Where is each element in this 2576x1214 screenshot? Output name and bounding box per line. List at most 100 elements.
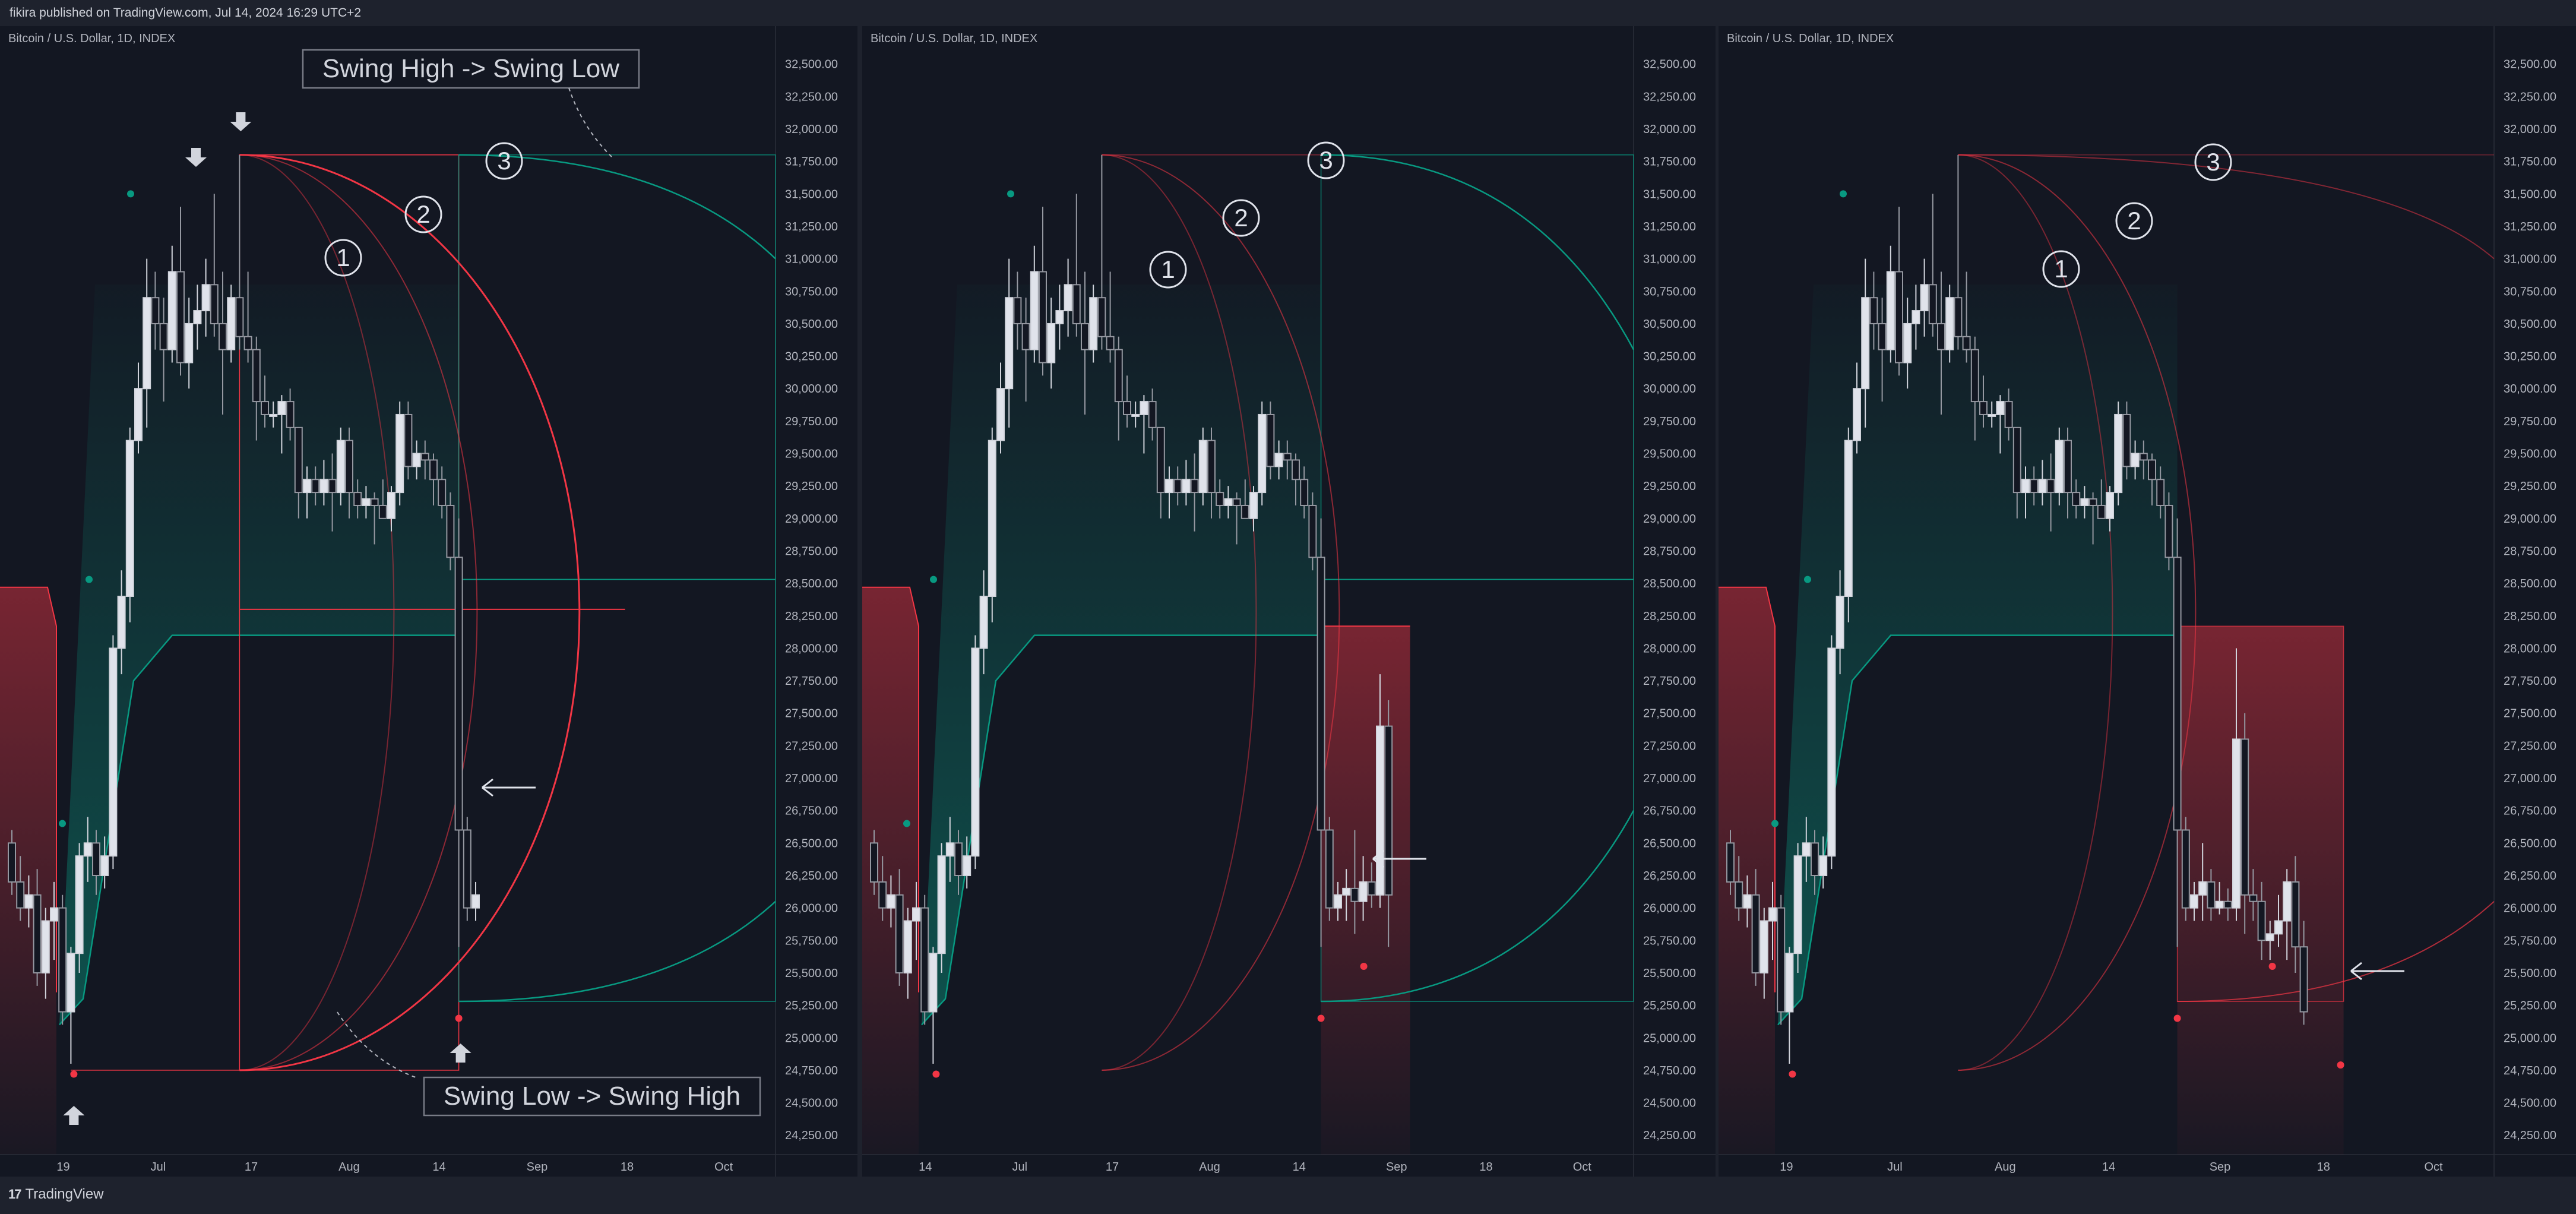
candle-body xyxy=(1819,855,1828,877)
fib-arc-bear xyxy=(1102,154,1257,1071)
pivot-dot xyxy=(1771,820,1778,827)
fib-arc-bull xyxy=(458,900,776,1003)
candle-body xyxy=(2257,900,2266,941)
candle-body xyxy=(1768,907,1777,922)
price-tick-label: 29,000.00 xyxy=(785,513,838,526)
time-tick-label: Sep xyxy=(527,1161,548,1174)
level-circle-label: 1 xyxy=(336,244,350,271)
price-tick-label: 24,750.00 xyxy=(2504,1064,2556,1077)
price-tick-label: 31,250.00 xyxy=(785,220,838,233)
price-tick-label: 26,250.00 xyxy=(2504,870,2556,883)
price-tick-label: 27,750.00 xyxy=(2504,675,2556,688)
bear-zone-line xyxy=(1719,586,1776,992)
candle-body xyxy=(319,479,328,494)
candle-body xyxy=(1793,855,1802,954)
header-bar: fikira published on TradingView.com, Jul… xyxy=(0,0,2576,26)
candle-body xyxy=(446,504,455,558)
candle-body xyxy=(895,894,904,973)
level-circle-icon xyxy=(1149,251,1187,289)
candle-body xyxy=(2156,479,2165,506)
swing-high-dot xyxy=(1007,190,1014,198)
footer-bar: 17 TradingView xyxy=(0,1177,2576,1214)
published-text: fikira published on TradingView.com, Jul… xyxy=(10,6,362,20)
candle-body xyxy=(395,413,404,494)
time-tick-label: Aug xyxy=(338,1161,360,1174)
price-tick-label: 30,250.00 xyxy=(785,350,838,363)
annotation-text: Swing Low -> Swing High xyxy=(444,1082,740,1111)
candle-body xyxy=(404,413,413,467)
candle-body xyxy=(1912,310,1920,324)
time-tick-label: Jul xyxy=(151,1161,166,1174)
candle-body xyxy=(303,479,311,494)
candle-body xyxy=(1274,453,1283,467)
candle-body xyxy=(2190,894,2198,909)
candle-body xyxy=(252,349,261,403)
candle-body xyxy=(1081,323,1089,350)
pivot-dot xyxy=(86,576,93,583)
price-tick-label: 25,750.00 xyxy=(1643,934,1696,947)
candle-body xyxy=(1021,323,1030,350)
swing-low-dot xyxy=(1789,1070,1796,1078)
candle-body xyxy=(210,284,219,324)
price-tick-label: 24,500.00 xyxy=(1643,1097,1696,1110)
candle-body xyxy=(1114,349,1123,403)
candle-body xyxy=(1350,887,1359,902)
price-tick-label: 25,250.00 xyxy=(1643,1000,1696,1013)
price-tick-label: 28,750.00 xyxy=(1643,545,1696,558)
chart-svg-3[interactable]: 32,500.00 32,250.00 32,000.00 31,750.00 31,5… xyxy=(1719,26,2576,1177)
chart-panel-3[interactable]: 32,500.00 32,250.00 32,000.00 31,750.00 31,5… xyxy=(1719,26,2576,1177)
candle-body xyxy=(362,498,371,506)
candle-body xyxy=(227,297,236,350)
annotation-text: Swing High -> Swing Low xyxy=(322,54,619,83)
level-circle-label: 3 xyxy=(1319,146,1333,174)
candle-body xyxy=(2122,413,2131,467)
candle-body xyxy=(1743,894,1752,909)
price-tick-label: 31,500.00 xyxy=(785,188,838,201)
price-tick-label: 26,750.00 xyxy=(785,805,838,818)
candle-body xyxy=(1055,310,1064,324)
candle-body xyxy=(1777,907,1786,1013)
candle-body xyxy=(887,894,895,909)
candle-body xyxy=(920,907,929,1013)
bull-zone-fill xyxy=(1778,284,2178,1025)
time-tick-label: Sep xyxy=(2210,1161,2231,1174)
time-tick-label: 18 xyxy=(2317,1161,2330,1174)
pivot-dot xyxy=(1804,576,1811,583)
fib-arc-bull xyxy=(458,154,776,260)
tradingview-brand[interactable]: 17 TradingView xyxy=(8,1186,104,1203)
up-arrow-icon xyxy=(450,1044,471,1063)
bull-trailing-line xyxy=(1777,634,2178,1026)
candle-body xyxy=(1190,479,1199,494)
chart-svg-1[interactable]: 32,500.00 32,250.00 32,000.00 31,750.00 31,5… xyxy=(0,26,857,1177)
price-tick-label: 25,250.00 xyxy=(2504,1000,2556,1013)
swing-low-dot xyxy=(2268,963,2276,970)
candle-body xyxy=(1970,349,1979,403)
price-tick-label: 27,250.00 xyxy=(1643,739,1696,753)
candle-body xyxy=(1342,887,1351,896)
candle-body xyxy=(1384,725,1393,896)
chart-panel-1[interactable]: 32,500.00 32,250.00 32,000.00 31,750.00 31,5… xyxy=(0,26,857,1177)
level-circle-icon xyxy=(2042,250,2080,288)
candle-body xyxy=(1785,953,1794,1013)
price-tick-label: 25,000.00 xyxy=(1643,1032,1696,1045)
bull-zone-fill xyxy=(922,284,1321,1025)
price-tick-label: 29,750.00 xyxy=(2504,415,2556,428)
candle-body xyxy=(2265,933,2274,941)
chart-panel-2[interactable]: 32,500.00 32,250.00 32,000.00 31,750.00 31,5… xyxy=(862,26,1716,1177)
candle-body xyxy=(878,881,887,909)
price-tick-label: 24,250.00 xyxy=(1643,1129,1696,1142)
candle-body xyxy=(2046,479,2055,494)
candle-body xyxy=(1962,336,1971,350)
price-tick-label: 26,250.00 xyxy=(1643,870,1696,883)
price-tick-label: 30,000.00 xyxy=(785,382,838,396)
bear-zone-fill xyxy=(1719,587,1775,1155)
chart-svg-2[interactable]: 32,500.00 32,250.00 32,000.00 31,750.00 31,5… xyxy=(862,26,1716,1177)
price-tick-label: 25,750.00 xyxy=(2504,934,2556,947)
candle-body xyxy=(1240,504,1249,519)
price-tick-label: 28,250.00 xyxy=(1643,610,1696,623)
level-circle-icon xyxy=(324,239,362,277)
candle-body xyxy=(1735,881,1743,909)
price-tick-label: 32,000.00 xyxy=(785,123,838,136)
price-tick-label: 32,500.00 xyxy=(2504,58,2556,71)
level-circle-label: 1 xyxy=(1161,255,1175,283)
